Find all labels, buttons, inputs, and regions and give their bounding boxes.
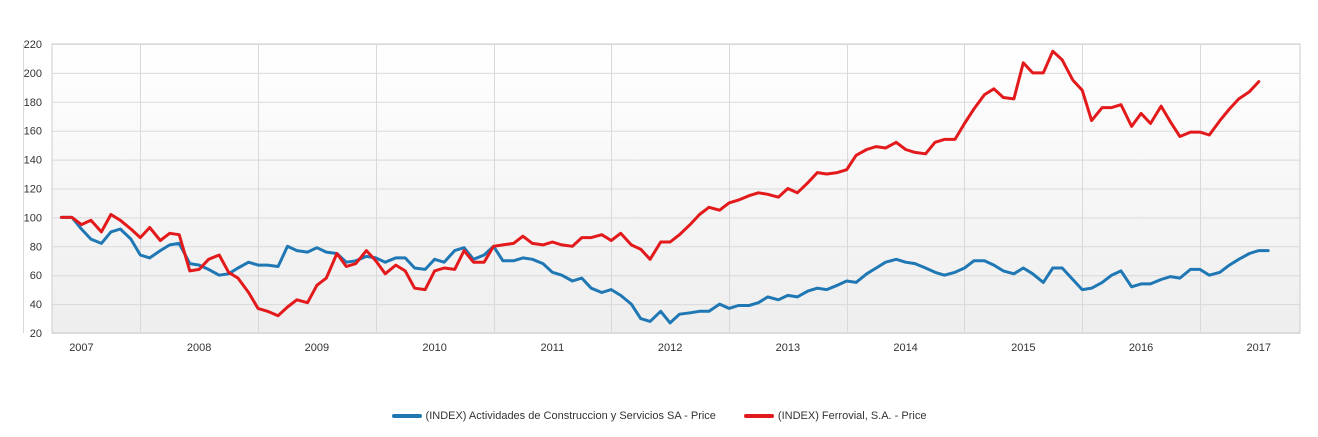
y-tick-label: 120: [24, 184, 42, 196]
x-tick-label: 2017: [1247, 342, 1271, 354]
y-tick-label: 60: [30, 270, 42, 282]
x-tick-label: 2007: [69, 342, 93, 354]
legend-swatch-ferrovial: [743, 414, 774, 418]
x-tick-label: 2011: [541, 342, 565, 354]
x-tick-label: 2009: [305, 342, 329, 354]
legend-label-ferrovial: (INDEX) Ferrovial, S.A. - Price: [777, 410, 927, 422]
chart-legend: (INDEX) Actividades de Construccion y Se…: [0, 410, 1318, 422]
x-tick-label: 2008: [187, 342, 211, 354]
x-tick-label: 2013: [776, 342, 800, 354]
x-tick-label: 2015: [1011, 342, 1035, 354]
y-tick-label: 40: [30, 299, 42, 311]
x-tick-label: 2010: [422, 342, 446, 354]
y-tick-label: 220: [24, 39, 42, 51]
x-tick-label: 2016: [1129, 342, 1153, 354]
legend-item-acs[interactable]: (INDEX) Actividades de Construccion y Se…: [391, 410, 716, 422]
y-tick-label: 140: [24, 155, 42, 167]
series-line-1[interactable]: [59, 49, 1261, 318]
y-tick-label: 100: [24, 212, 42, 224]
series-line-0[interactable]: [59, 215, 1270, 325]
y-tick-label: 80: [30, 241, 42, 253]
legend-label-acs: (INDEX) Actividades de Construccion y Se…: [425, 410, 716, 422]
legend-swatch-acs: [391, 414, 422, 418]
y-tick-label: 200: [24, 68, 42, 80]
y-tick-label: 160: [24, 126, 42, 138]
legend-item-ferrovial[interactable]: (INDEX) Ferrovial, S.A. - Price: [743, 410, 927, 422]
x-tick-label: 2012: [658, 342, 682, 354]
x-tick-label: 2014: [893, 342, 917, 354]
y-tick-label: 180: [24, 97, 42, 109]
y-tick-label: 20: [30, 328, 42, 340]
